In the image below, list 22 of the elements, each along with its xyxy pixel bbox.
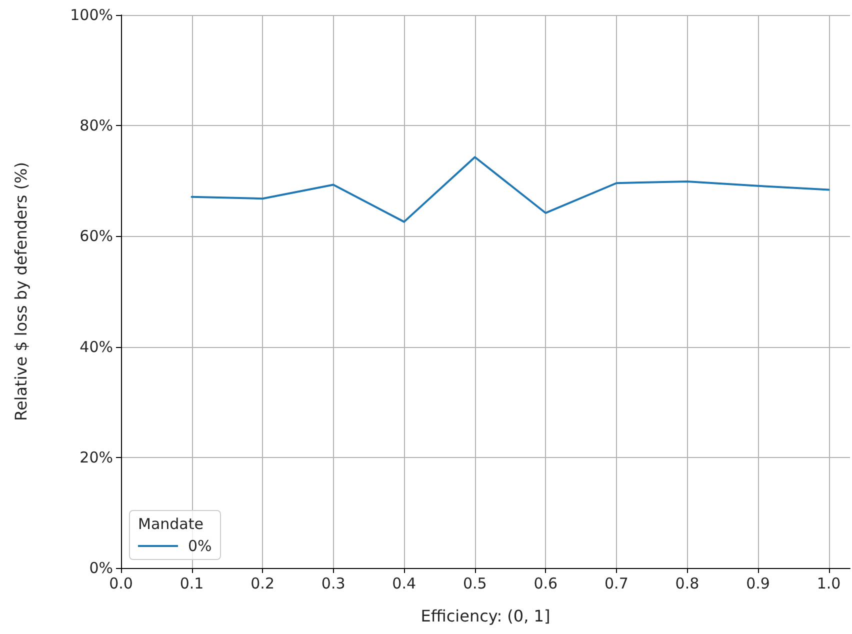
legend-title: Mandate: [138, 515, 204, 533]
x-tick-label: 0.7: [604, 574, 628, 592]
y-tick-label: 60%: [80, 227, 113, 246]
y-tick-label: 40%: [80, 338, 113, 356]
x-tick-label: 1.0: [816, 574, 841, 592]
x-axis-title: Efficiency: (0, 1]: [420, 606, 550, 626]
x-tick-label: 0.3: [321, 574, 346, 592]
x-tick-label: 0.9: [746, 574, 770, 592]
x-tick-label: 0.8: [675, 574, 700, 592]
x-tick-label: 0.5: [462, 574, 487, 592]
x-tick-label: 0.4: [392, 574, 416, 592]
y-tick-label: 80%: [80, 116, 113, 135]
legend-label: 0%: [188, 537, 212, 555]
line-series: [190, 156, 830, 223]
x-tick-label: 0.2: [250, 574, 274, 592]
y-axis-title: Relative $ loss by defenders (%): [12, 162, 30, 421]
x-tick-label: 0.1: [180, 574, 204, 592]
x-tick-label: 0.0: [109, 574, 133, 592]
y-tick-label: 100%: [70, 6, 113, 24]
y-tick-label: 20%: [80, 448, 113, 466]
x-tick-label: 0.6: [534, 574, 558, 592]
y-tick-label: 0%: [89, 559, 113, 577]
